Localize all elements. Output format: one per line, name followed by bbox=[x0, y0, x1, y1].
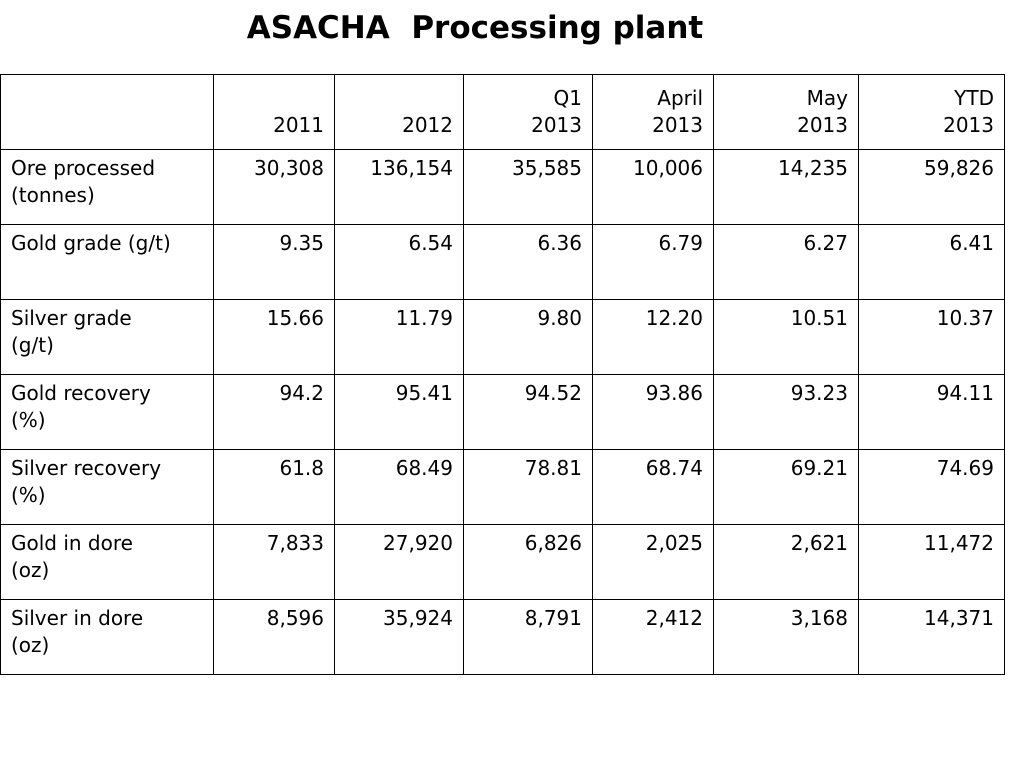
table-cell: 9.80 bbox=[463, 299, 593, 375]
table-cell: 12.20 bbox=[592, 299, 714, 375]
table-cell: 11.79 bbox=[334, 299, 464, 375]
column-header-line1: May bbox=[806, 86, 848, 110]
row-label: Silver in dore (oz) bbox=[0, 599, 214, 675]
row-label-line1: Gold in dore bbox=[11, 531, 133, 555]
table-cell: 69.21 bbox=[713, 449, 859, 525]
column-header: 2012 bbox=[334, 74, 464, 150]
table-cell: 6.36 bbox=[463, 224, 593, 300]
table-cell: 136,154 bbox=[334, 149, 464, 225]
table-cell: 68.49 bbox=[334, 449, 464, 525]
table-cell: 94.11 bbox=[858, 374, 1005, 450]
column-header: April 2013 bbox=[592, 74, 714, 150]
table-cell: 78.81 bbox=[463, 449, 593, 525]
table-cell: 6.27 bbox=[713, 224, 859, 300]
table-cell: 14,235 bbox=[713, 149, 859, 225]
column-header: Q1 2013 bbox=[463, 74, 593, 150]
table-cell: 6,826 bbox=[463, 524, 593, 600]
table-cell: 59,826 bbox=[858, 149, 1005, 225]
table-cell: 8,596 bbox=[213, 599, 335, 675]
row-label-line1: Silver grade bbox=[11, 306, 132, 330]
row-label-line2: (oz) bbox=[11, 633, 50, 657]
column-header-line2: 2013 bbox=[797, 113, 848, 137]
table-cell: 35,924 bbox=[334, 599, 464, 675]
row-label-line2: (g/t) bbox=[11, 333, 54, 357]
table-row: Gold in dore (oz) 7,833 27,920 6,826 2,02… bbox=[0, 524, 1005, 600]
table-cell: 74.69 bbox=[858, 449, 1005, 525]
table-cell: 94.2 bbox=[213, 374, 335, 450]
column-header-line1: YTD bbox=[954, 86, 994, 110]
table-row: Silver recovery (%) 61.8 68.49 78.81 68.7… bbox=[0, 449, 1005, 525]
header-corner-cell bbox=[0, 74, 214, 150]
row-label: Ore processed (tonnes) bbox=[0, 149, 214, 225]
column-header: May 2013 bbox=[713, 74, 859, 150]
table-row: Gold recovery (%) 94.2 95.41 94.52 93.86 … bbox=[0, 374, 1005, 450]
table-cell: 3,168 bbox=[713, 599, 859, 675]
table-cell: 6.79 bbox=[592, 224, 714, 300]
column-header-line2: 2012 bbox=[402, 113, 453, 137]
row-label: Gold grade (g/t) bbox=[0, 224, 214, 300]
row-label-line2: (oz) bbox=[11, 558, 50, 582]
column-header-line2: 2011 bbox=[273, 113, 324, 137]
table-cell: 27,920 bbox=[334, 524, 464, 600]
column-header-line2: 2013 bbox=[531, 113, 582, 137]
row-label-line1: Silver in dore bbox=[11, 606, 144, 630]
row-label-line2: (%) bbox=[11, 483, 46, 507]
column-header-line1: Q1 bbox=[553, 86, 582, 110]
table-cell: 10,006 bbox=[592, 149, 714, 225]
row-label: Silver grade (g/t) bbox=[0, 299, 214, 375]
table-cell: 61.8 bbox=[213, 449, 335, 525]
column-header-line1: April bbox=[657, 86, 703, 110]
table-cell: 7,833 bbox=[213, 524, 335, 600]
row-label-line2: (tonnes) bbox=[11, 183, 95, 207]
column-header: 2011 bbox=[213, 74, 335, 150]
table-cell: 10.51 bbox=[713, 299, 859, 375]
row-label-line1: Silver recovery bbox=[11, 456, 162, 480]
table-cell: 93.23 bbox=[713, 374, 859, 450]
table-cell: 9.35 bbox=[213, 224, 335, 300]
row-label-line2: (%) bbox=[11, 408, 46, 432]
table-cell: 10.37 bbox=[858, 299, 1005, 375]
table-cell: 68.74 bbox=[592, 449, 714, 525]
table-cell: 11,472 bbox=[858, 524, 1005, 600]
table-cell: 93.86 bbox=[592, 374, 714, 450]
table-cell: 6.54 bbox=[334, 224, 464, 300]
column-header-line2: 2013 bbox=[652, 113, 703, 137]
table-cell: 2,621 bbox=[713, 524, 859, 600]
page-title: ASACHA Processing plant bbox=[246, 10, 704, 46]
processing-table: 2011 2012 Q1 2013 April 2013 May 2013 YTD 20… bbox=[0, 74, 1005, 675]
table-cell: 15.66 bbox=[213, 299, 335, 375]
row-label-line1: Ore processed bbox=[11, 156, 156, 180]
row-label: Silver recovery (%) bbox=[0, 449, 214, 525]
row-label: Gold in dore (oz) bbox=[0, 524, 214, 600]
table-row: Silver grade (g/t) 15.66 11.79 9.80 12.20… bbox=[0, 299, 1005, 375]
table-cell: 2,025 bbox=[592, 524, 714, 600]
table-cell: 94.52 bbox=[463, 374, 593, 450]
table-row: Ore processed (tonnes) 30,308 136,154 35,… bbox=[0, 149, 1005, 225]
table-row: Silver in dore (oz) 8,596 35,924 8,791 2,… bbox=[0, 599, 1005, 675]
table-cell: 6.41 bbox=[858, 224, 1005, 300]
table-cell: 95.41 bbox=[334, 374, 464, 450]
column-header: YTD 2013 bbox=[858, 74, 1005, 150]
row-label-line1: Gold recovery bbox=[11, 381, 151, 405]
table-cell: 30,308 bbox=[213, 149, 335, 225]
column-header-line2: 2013 bbox=[943, 113, 994, 137]
table-cell: 8,791 bbox=[463, 599, 593, 675]
header-row: 2011 2012 Q1 2013 April 2013 May 2013 YTD 20… bbox=[0, 74, 1005, 150]
table-cell: 2,412 bbox=[592, 599, 714, 675]
table-row: Gold grade (g/t) 9.35 6.54 6.36 6.79 6.2… bbox=[0, 224, 1005, 300]
row-label-line1: Gold grade (g/t) bbox=[11, 231, 171, 255]
table-cell: 14,371 bbox=[858, 599, 1005, 675]
row-label: Gold recovery (%) bbox=[0, 374, 214, 450]
table-cell: 35,585 bbox=[463, 149, 593, 225]
